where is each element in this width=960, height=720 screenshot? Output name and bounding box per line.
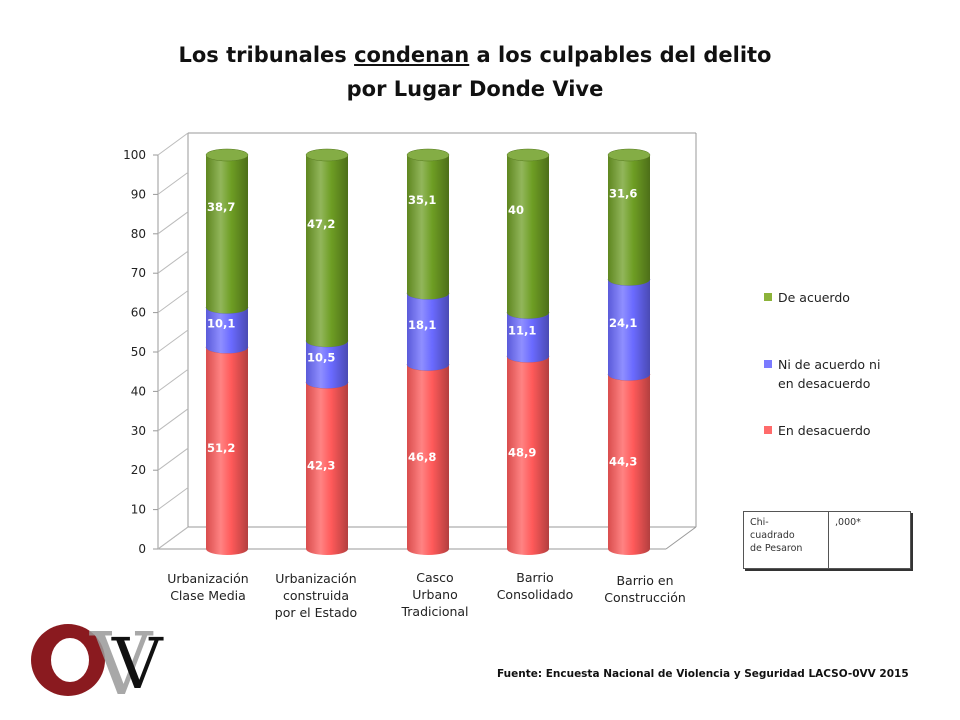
data-label: 10,1 — [207, 316, 235, 330]
legend-item: Ni de acuerdo ni en desacuerdo — [764, 355, 918, 393]
data-label: 44,3 — [609, 455, 637, 469]
data-label: 48,9 — [508, 446, 536, 460]
x-tick-label-line: Tradicional — [401, 604, 469, 619]
bar-segment-en-desacuerdo — [507, 356, 549, 555]
legend-label: Ni de acuerdo ni en desacuerdo — [778, 357, 881, 391]
x-tick-label-line: construida — [283, 588, 349, 603]
bar-segment-ni-de-acuerdo-ni-en-desacuerdo — [507, 312, 549, 363]
bar-segment-en-desacuerdo — [206, 347, 248, 555]
legend-swatch — [764, 426, 772, 434]
chi-square-table: Chi-cuadrado de Pesaron ,000* — [743, 511, 911, 569]
bar-segment-en-desacuerdo — [306, 382, 348, 555]
y-tick-diagonal — [157, 132, 189, 156]
bar-segment-ni-de-acuerdo-ni-en-desacuerdo — [608, 279, 650, 381]
bar-segment-en-desacuerdo — [608, 374, 650, 555]
x-tick-label-line: Urbano — [412, 587, 458, 602]
x-tick-label-line: Clase Media — [170, 588, 246, 603]
bar-segment-cap — [506, 148, 550, 162]
y-tick-diagonal — [157, 368, 189, 392]
bar-segment-ni-de-acuerdo-ni-en-desacuerdo — [407, 293, 449, 371]
data-label: 24,1 — [609, 316, 637, 330]
data-label: 11,1 — [508, 323, 536, 337]
data-label: 38,7 — [207, 200, 235, 214]
x-tick-label-line: Construcción — [604, 590, 686, 605]
bar-segment-en-desacuerdo — [407, 364, 449, 555]
y-tick-diagonal — [157, 526, 189, 550]
bar-segment-ni-de-acuerdo-ni-en-desacuerdo — [306, 340, 348, 389]
bar-segment-ni-de-acuerdo-ni-en-desacuerdo — [206, 307, 248, 354]
y-tick-label: 30 — [131, 424, 146, 438]
x-tick-label: Casco Urbano Tradicional — [375, 569, 495, 620]
data-label: 31,6 — [609, 186, 637, 200]
legend-swatch — [764, 360, 772, 368]
data-label: 46,8 — [408, 450, 436, 464]
logo-v-black: V — [111, 623, 164, 700]
y-tick-diagonal — [157, 290, 189, 314]
y-tick-label: 20 — [131, 463, 146, 477]
legend-label: En desacuerdo — [778, 423, 871, 438]
y-tick-diagonal — [157, 408, 189, 432]
y-tick-label: 70 — [131, 266, 146, 280]
data-label: 18,1 — [408, 318, 436, 332]
bar-segment-de-acuerdo — [407, 155, 449, 300]
data-label: 47,2 — [307, 217, 335, 231]
y-tick-label: 0 — [138, 542, 146, 556]
bar-segment-cap — [607, 148, 651, 162]
floor-right-edge — [665, 526, 697, 550]
y-tick-label: 40 — [131, 384, 146, 398]
x-tick-label-line: Urbanización — [275, 571, 357, 586]
x-tick-label-line: Casco — [416, 570, 454, 585]
bar-segment-cap — [305, 148, 349, 162]
y-tick-label: 80 — [131, 227, 146, 241]
data-label: 35,1 — [408, 193, 436, 207]
x-tick-label-line: por el Estado — [274, 605, 358, 620]
x-tick-label: Barrio Consolidado — [475, 569, 595, 603]
chi-square-label: Chi-cuadrado de Pesaron — [743, 511, 829, 569]
bar-segment-cap — [406, 148, 450, 162]
y-tick-diagonal — [157, 211, 189, 235]
x-tick-label-line: Barrio — [516, 570, 554, 585]
legend-item: De acuerdo — [764, 288, 918, 307]
y-tick-label: 90 — [131, 187, 146, 201]
legend-item: En desacuerdo — [764, 421, 918, 440]
x-tick-label-line: Urbanización — [167, 571, 249, 586]
y-tick-diagonal — [157, 171, 189, 195]
y-tick-label: 10 — [131, 503, 146, 517]
bar-segment-de-acuerdo — [206, 155, 248, 314]
data-label: 42,3 — [307, 459, 335, 473]
y-tick-diagonal — [157, 447, 189, 471]
bar-segment-de-acuerdo — [507, 155, 549, 319]
bar-segment-cap — [205, 148, 249, 162]
chart-title: Los tribunales condenan a los culpables … — [0, 38, 950, 106]
legend-swatch — [764, 293, 772, 301]
y-tick-diagonal — [157, 250, 189, 274]
bar-segment-de-acuerdo — [306, 155, 348, 347]
x-tick-label-line: Consolidado — [496, 587, 574, 602]
data-label: 40 — [508, 203, 524, 217]
legend-label: De acuerdo — [778, 290, 850, 305]
x-tick-label-line: Barrio en — [616, 573, 674, 588]
y-tick-label: 100 — [123, 148, 146, 162]
ovv-logo: V V — [31, 618, 164, 700]
data-label: 10,5 — [307, 351, 335, 365]
y-tick-label: 60 — [131, 306, 146, 320]
chi-square-value: ,000* — [828, 511, 911, 569]
data-label: 51,2 — [207, 441, 235, 455]
y-tick-diagonal — [157, 487, 189, 511]
title-line-1: Los tribunales condenan a los culpables … — [178, 43, 772, 67]
bar-segment-de-acuerdo — [608, 155, 650, 286]
x-tick-label: Urbanización Clase Media — [148, 570, 268, 604]
y-tick-diagonal — [157, 329, 189, 353]
source-note: Fuente: Encuesta Nacional de Violencia y… — [497, 668, 909, 680]
x-tick-label: Urbanización construida por el Estado — [256, 570, 376, 621]
x-tick-label: Barrio en Construcción — [585, 572, 705, 606]
logo-o-inner — [51, 638, 89, 682]
title-line-2: por Lugar Donde Vive — [346, 77, 604, 101]
logo-v-gray: V — [89, 618, 154, 700]
y-tick-label: 50 — [131, 345, 146, 359]
